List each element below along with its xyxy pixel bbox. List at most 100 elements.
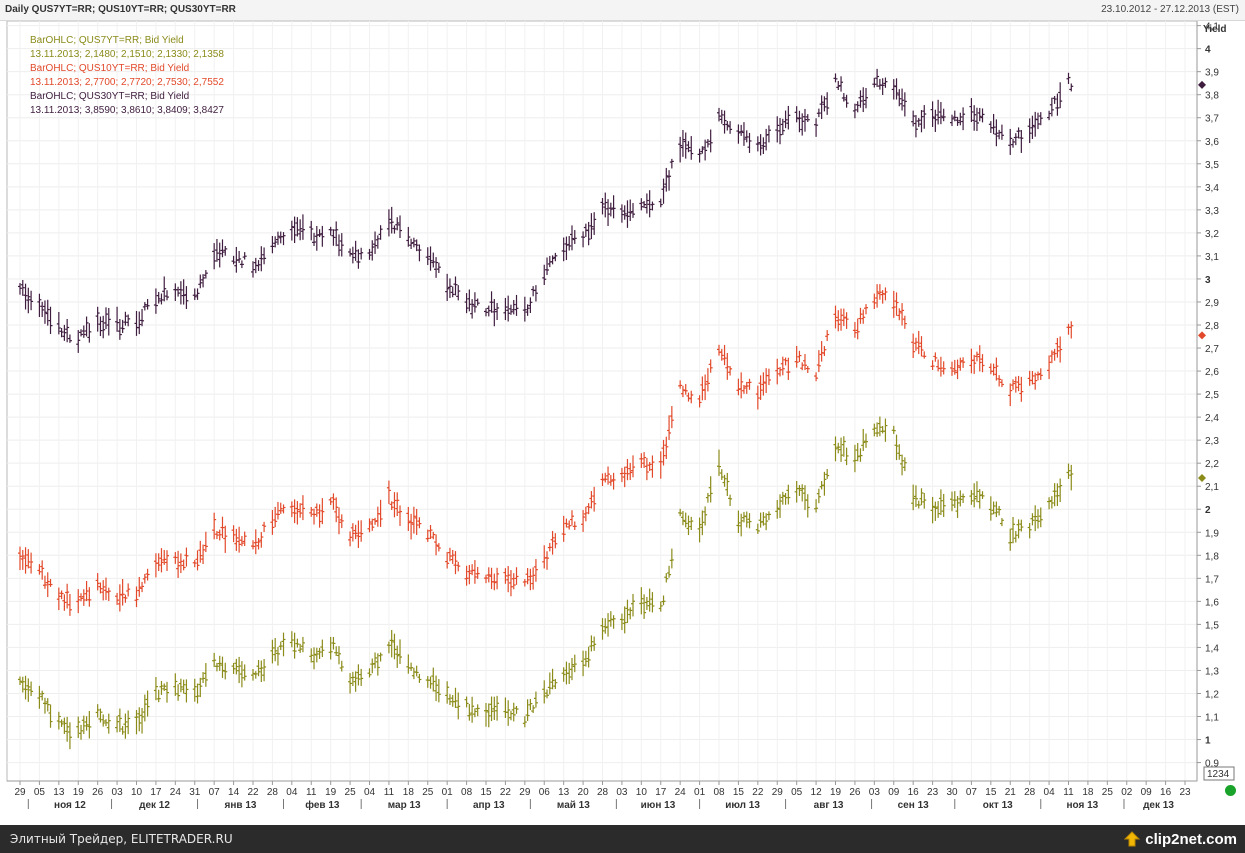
y-tick-label: 4,1 (1205, 22, 1219, 33)
brand-text: clip2net.com (1145, 830, 1237, 848)
month-label: июн 13 (641, 800, 676, 811)
y-tick-label: 2,2 (1205, 459, 1219, 470)
month-label: апр 13 (473, 800, 505, 811)
y-tick-label: 1,2 (1205, 689, 1219, 700)
month-label: ноя 13 (1066, 800, 1098, 811)
y-tick-label: 2,1 (1205, 482, 1219, 493)
x-tick-label: 19 (325, 787, 337, 798)
y-tick-label: 3,2 (1205, 229, 1219, 240)
legend: BarOHLC; QUS7YT=RR; Bid Yield 13.11.2013… (30, 35, 224, 116)
x-tick-label: 08 (461, 787, 473, 798)
legend-7y-label: BarOHLC; QUS7YT=RR; Bid Yield (30, 35, 184, 46)
footer-text: Элитный Трейдер, ELITETRADER.RU (10, 832, 233, 846)
corner-label-box (1203, 766, 1235, 781)
x-tick-label: 20 (578, 787, 590, 798)
x-tick-label: 15 (733, 787, 745, 798)
x-tick-label: 18 (403, 787, 415, 798)
chart-title-bar: Daily QUS7YT=RR; QUS10YT=RR; QUS30YT=RR … (0, 0, 1245, 21)
x-tick-label: 17 (655, 787, 667, 798)
y-axis-label: Yield (1203, 24, 1227, 35)
x-tick-label: 21 (1005, 787, 1017, 798)
x-tick-label: 06 (539, 787, 551, 798)
y-axis: Yield 4,1 4 3,9 3,8 3,7 3,6 3,5 3,4 3,3 3,2 3,1 3 2,… (1196, 21, 1227, 781)
x-tick-label: 25 (345, 787, 357, 798)
y-tick-label: 3,7 (1205, 114, 1219, 125)
ohlc-bars (18, 68, 1074, 750)
x-tick-label: 14 (228, 787, 240, 798)
x-tick-label: 13 (53, 787, 65, 798)
month-label: мар 13 (388, 800, 421, 811)
x-tick-label: 08 (713, 787, 725, 798)
chart-title: Daily QUS7YT=RR; QUS10YT=RR; QUS30YT=RR (5, 4, 236, 15)
x-tick-label: 03 (112, 787, 124, 798)
footer-bar: Элитный Трейдер, ELITETRADER.RU clip2net… (0, 825, 1245, 853)
x-tick-label: 09 (1141, 787, 1153, 798)
y-tick-label: 2 (1205, 505, 1211, 516)
y-tick-label: 3,1 (1205, 252, 1219, 263)
month-label: май 13 (557, 800, 590, 811)
x-tick-label: 31 (189, 787, 201, 798)
x-tick-label: 22 (247, 787, 259, 798)
month-label: ноя 12 (54, 800, 86, 811)
month-label: янв 13 (225, 800, 257, 811)
y-tick-label: 1,8 (1205, 551, 1219, 562)
legend-7y-values: 13.11.2013; 2,1480; 2,1510; 2,1330; 2,13… (30, 49, 224, 60)
x-tick-label: 01 (442, 787, 454, 798)
last-value-marker (1198, 473, 1206, 482)
x-tick-label: 09 (888, 787, 900, 798)
y-tick-label: 2,9 (1205, 298, 1219, 309)
x-tick-label: 13 (558, 787, 570, 798)
corner-label-text: 1234 (1207, 769, 1230, 780)
y-tick-label: 1,1 (1205, 713, 1219, 724)
x-tick-label: 11 (306, 787, 317, 798)
y-tick-label: 2,4 (1205, 413, 1219, 424)
x-axis: 29 05 13 19 26 03 10 17 24 31 07 14 22 28 04 11 19 25 04 11… (7, 780, 1197, 811)
y-tick-label: 3,4 (1205, 183, 1219, 194)
chart-area[interactable]: Yield 4,1 4 3,9 3,8 3,7 3,6 3,5 3,4 3,3 3,2 3,1 3 2,… (0, 21, 1245, 825)
x-tick-label: 16 (1160, 787, 1172, 798)
y-tick-label: 3,3 (1205, 206, 1219, 217)
y-tick-label: 1,7 (1205, 574, 1219, 585)
x-tick-label: 12 (811, 787, 823, 798)
x-tick-label: 04 (286, 787, 298, 798)
x-tick-label: 24 (170, 787, 182, 798)
brand-arrow-icon (1124, 831, 1141, 847)
x-tick-label: 28 (267, 787, 279, 798)
x-tick-label: 01 (694, 787, 706, 798)
legend-30y-label: BarOHLC; QUS30YT=RR; Bid Yield (30, 91, 189, 102)
month-label: дек 12 (139, 800, 170, 811)
y-tick-label: 1,9 (1205, 528, 1219, 539)
x-tick-label: 03 (616, 787, 628, 798)
series-QUS10YT=RR (18, 284, 1074, 616)
x-tick-label: 15 (480, 787, 492, 798)
x-tick-label: 05 (791, 787, 803, 798)
x-tick-label: 04 (364, 787, 376, 798)
y-tick-label: 1,5 (1205, 620, 1219, 631)
y-tick-label: 2,8 (1205, 321, 1219, 332)
x-tick-label: 07 (209, 787, 221, 798)
x-tick-label: 18 (1082, 787, 1094, 798)
y-tick-label: 2,3 (1205, 436, 1219, 447)
x-tick-label: 23 (1179, 787, 1191, 798)
y-tick-label: 2,5 (1205, 390, 1219, 401)
y-tick-label: 3,6 (1205, 137, 1219, 148)
y-tick-label: 3,5 (1205, 160, 1219, 171)
y-tick-label: 3,9 (1205, 68, 1219, 79)
x-tick-label: 05 (34, 787, 46, 798)
last-value-marker (1198, 331, 1206, 340)
x-tick-label: 22 (752, 787, 764, 798)
x-tick-label: 23 (927, 787, 939, 798)
y-tick-label: 1,3 (1205, 666, 1219, 677)
series-QUS7YT=RR (18, 416, 1074, 750)
y-tick-label: 1,4 (1205, 643, 1219, 654)
month-label: июл 13 (725, 800, 760, 811)
x-tick-label: 19 (830, 787, 842, 798)
brand-logo[interactable]: clip2net.com (1123, 829, 1237, 849)
x-tick-label: 26 (92, 787, 104, 798)
legend-30y-values: 13.11.2013; 3,8590; 3,8610; 3,8409; 3,84… (30, 105, 224, 116)
x-tick-label: 16 (908, 787, 920, 798)
status-indicator (1225, 785, 1236, 796)
x-tick-label: 10 (131, 787, 143, 798)
series-QUS30YT=RR (18, 68, 1074, 353)
last-value-marker (1198, 80, 1206, 89)
